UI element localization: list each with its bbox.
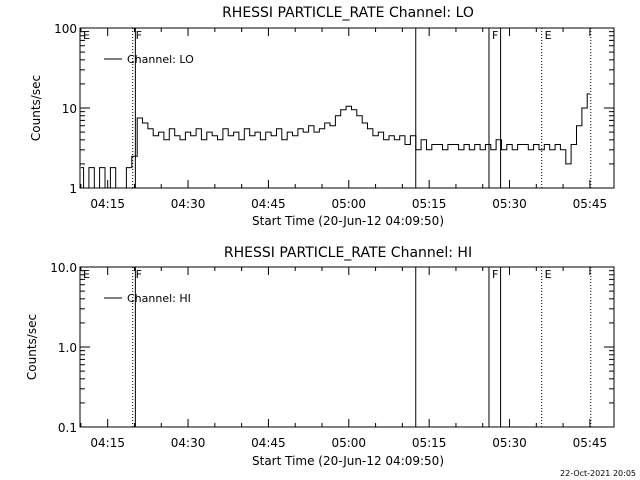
y-tick-label: 1 xyxy=(69,182,77,196)
x-tick-label: 05:45 xyxy=(573,197,608,211)
lo-legend-label: Channel: LO xyxy=(127,53,194,66)
y-tick-label: 10 xyxy=(62,102,77,116)
x-tick-label: 05:30 xyxy=(492,197,527,211)
hi-tick-group: 04:15 04:30 04:45 05:00 05:15 05:30 05:45 0.1 1.… xyxy=(50,261,614,450)
x-tick-label: 04:15 xyxy=(90,197,125,211)
y-tick-label: 1.0 xyxy=(58,341,77,355)
x-tick-label: 04:45 xyxy=(251,436,286,450)
event-flag-label: E xyxy=(545,268,552,281)
y-tick-label: 100 xyxy=(54,22,77,36)
x-tick-label: 05:30 xyxy=(492,436,527,450)
y-tick-label: 10.0 xyxy=(50,261,77,275)
hi-ylabel: Counts/sec xyxy=(25,314,39,380)
lo-plot-frame xyxy=(79,27,615,189)
event-flag-label: F xyxy=(136,29,142,42)
lo-xlabel: Start Time (20-Jun-12 04:09:50) xyxy=(252,214,444,228)
event-flag-label: F xyxy=(492,29,498,42)
hi-title: RHESSI PARTICLE_RATE Channel: HI xyxy=(224,245,472,261)
event-flag-label: E xyxy=(545,29,552,42)
lo-ylabel: Counts/sec xyxy=(29,75,43,141)
x-tick-label: 05:00 xyxy=(331,197,366,211)
footer-timestamp: 22-Oct-2021 20:05 xyxy=(560,469,636,478)
event-flag-label: E xyxy=(83,268,90,281)
x-tick-label: 05:15 xyxy=(412,197,447,211)
hi-plot-frame xyxy=(79,266,615,428)
event-flag-label: F xyxy=(136,268,142,281)
x-tick-label: 04:30 xyxy=(171,436,206,450)
hi-legend-label: Channel: HI xyxy=(127,292,191,305)
x-tick-label: 04:30 xyxy=(171,197,206,211)
x-tick-label: 05:15 xyxy=(412,436,447,450)
lo-series-line xyxy=(80,93,590,189)
panel-lo: RHESSI PARTICLE_RATE Channel: LO Counts/… xyxy=(29,5,615,228)
lo-tick-group: 04:15 04:30 04:45 05:00 05:15 05:30 05:45 1 10 10… xyxy=(54,22,614,211)
hi-xlabel: Start Time (20-Jun-12 04:09:50) xyxy=(252,454,444,468)
x-tick-label: 05:00 xyxy=(331,436,366,450)
event-flag-label: F xyxy=(492,268,498,281)
lo-title: RHESSI PARTICLE_RATE Channel: LO xyxy=(222,5,474,21)
panel-hi: RHESSI PARTICLE_RATE Channel: HI Counts/… xyxy=(25,245,615,468)
x-tick-label: 04:15 xyxy=(90,436,125,450)
event-flag-label: E xyxy=(83,29,90,42)
x-tick-label: 05:45 xyxy=(573,436,608,450)
y-tick-label: 0.1 xyxy=(58,421,77,435)
x-tick-label: 04:45 xyxy=(251,197,286,211)
